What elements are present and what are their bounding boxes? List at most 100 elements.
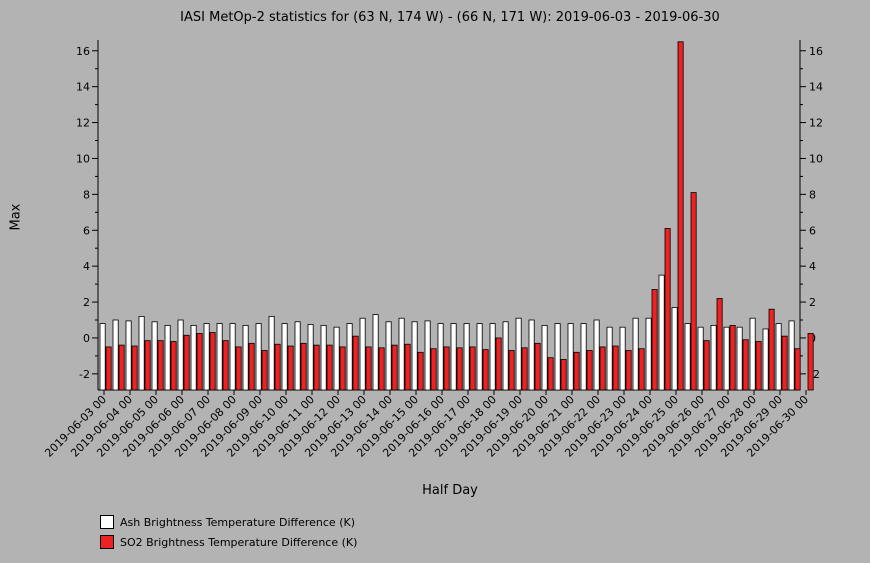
so2-bar bbox=[781, 335, 788, 391]
ash-bar bbox=[450, 323, 457, 391]
legend-label-so2: SO2 Brightness Temperature Difference (K… bbox=[120, 535, 358, 549]
so2-bar bbox=[794, 348, 801, 391]
so2-bar bbox=[261, 350, 268, 391]
y-tick-label-left: 4 bbox=[83, 260, 90, 273]
so2-bar bbox=[118, 344, 125, 391]
chart-title: IASI MetOp-2 statistics for (63 N, 174 W… bbox=[180, 10, 720, 25]
so2-bar bbox=[105, 346, 112, 391]
so2-bar bbox=[638, 348, 645, 391]
ash-bar bbox=[255, 323, 262, 391]
ash-bar bbox=[138, 316, 145, 391]
y-tick-label-right: 2 bbox=[809, 296, 816, 309]
ash-bar bbox=[346, 323, 353, 391]
so2-bar bbox=[326, 344, 333, 391]
so2-bar bbox=[599, 346, 606, 391]
ash-bar bbox=[697, 326, 704, 391]
so2-bar bbox=[300, 342, 307, 391]
y-tick-label-right: 12 bbox=[809, 117, 823, 130]
so2-bar bbox=[560, 359, 567, 391]
ash-bar bbox=[593, 319, 600, 391]
so2-bar bbox=[768, 308, 775, 391]
so2-bar bbox=[586, 350, 593, 391]
y-tick-label-left: -2 bbox=[79, 368, 90, 381]
so2-bar bbox=[729, 324, 736, 391]
ash-bar bbox=[398, 317, 405, 391]
ash-bar bbox=[281, 323, 288, 391]
ash-bar bbox=[112, 319, 119, 391]
ash-bar bbox=[580, 323, 587, 391]
ash-bar bbox=[216, 323, 223, 391]
ash-bar bbox=[684, 323, 691, 391]
so2-bar bbox=[625, 350, 632, 391]
so2-bar bbox=[807, 333, 814, 391]
so2-bar bbox=[170, 341, 177, 391]
ash-bar bbox=[151, 321, 158, 391]
so2-bar bbox=[391, 344, 398, 391]
ash-bar bbox=[489, 323, 496, 391]
ash-bar bbox=[125, 320, 132, 391]
legend-label-ash: Ash Brightness Temperature Difference (K… bbox=[120, 515, 355, 529]
so2-bar bbox=[742, 339, 749, 391]
ash-bar bbox=[242, 324, 249, 391]
so2-bar bbox=[495, 337, 502, 391]
y-tick-label-right: 6 bbox=[809, 224, 816, 237]
ash-bar bbox=[476, 323, 483, 391]
legend-swatch-so2 bbox=[100, 535, 114, 549]
legend-item-so2: SO2 Brightness Temperature Difference (K… bbox=[100, 532, 357, 552]
y-tick-label-left: 6 bbox=[83, 224, 90, 237]
y-tick-label-right: 8 bbox=[809, 188, 816, 201]
ash-bar bbox=[385, 321, 392, 391]
ash-bar bbox=[320, 324, 327, 391]
so2-bar bbox=[482, 349, 489, 391]
so2-bar bbox=[131, 345, 138, 391]
y-tick-label-left: 16 bbox=[76, 45, 90, 58]
y-tick-label-left: 8 bbox=[83, 188, 90, 201]
legend-item-ash: Ash Brightness Temperature Difference (K… bbox=[100, 512, 357, 532]
ash-bar bbox=[736, 326, 743, 391]
ash-bar bbox=[372, 314, 379, 391]
y-tick-label-right: 14 bbox=[809, 81, 823, 94]
so2-bar bbox=[716, 298, 723, 391]
so2-bar bbox=[417, 351, 424, 391]
y-tick-label-left: 2 bbox=[83, 296, 90, 309]
so2-bar bbox=[222, 340, 229, 391]
so2-bar bbox=[443, 346, 450, 391]
y-tick-label-right: -2 bbox=[809, 368, 820, 381]
y-tick-label-right: 16 bbox=[809, 45, 823, 58]
ash-bar bbox=[333, 326, 340, 391]
ash-bar bbox=[619, 326, 626, 391]
ash-bar bbox=[411, 321, 418, 391]
so2-bar bbox=[547, 357, 554, 391]
ash-bar bbox=[762, 328, 769, 391]
ash-bar bbox=[528, 319, 535, 391]
so2-bar bbox=[157, 340, 164, 391]
ash-bar bbox=[723, 326, 730, 391]
so2-bar bbox=[703, 340, 710, 391]
ash-bar bbox=[645, 317, 652, 391]
ash-bar bbox=[177, 319, 184, 391]
so2-bar bbox=[664, 228, 671, 391]
ash-bar bbox=[463, 323, 470, 391]
y-tick-label-right: 10 bbox=[809, 152, 823, 165]
y-tick-label-left: 10 bbox=[76, 152, 90, 165]
so2-bar bbox=[573, 351, 580, 391]
so2-bar bbox=[521, 347, 528, 391]
y-tick-label-left: 14 bbox=[76, 81, 90, 94]
so2-bar bbox=[339, 346, 346, 391]
so2-bar bbox=[469, 346, 476, 391]
so2-bar bbox=[196, 333, 203, 391]
ash-bar bbox=[99, 323, 106, 391]
ash-bar bbox=[554, 323, 561, 391]
ash-bar bbox=[203, 323, 210, 391]
ash-bar bbox=[775, 323, 782, 391]
ash-bar bbox=[658, 274, 665, 391]
so2-bar bbox=[235, 346, 242, 391]
ash-bar bbox=[424, 320, 431, 391]
ash-bar bbox=[749, 317, 756, 391]
ash-bar bbox=[606, 326, 613, 391]
ash-bar bbox=[567, 323, 574, 391]
so2-bar bbox=[144, 340, 151, 391]
so2-bar bbox=[755, 341, 762, 391]
so2-bar bbox=[313, 344, 320, 391]
